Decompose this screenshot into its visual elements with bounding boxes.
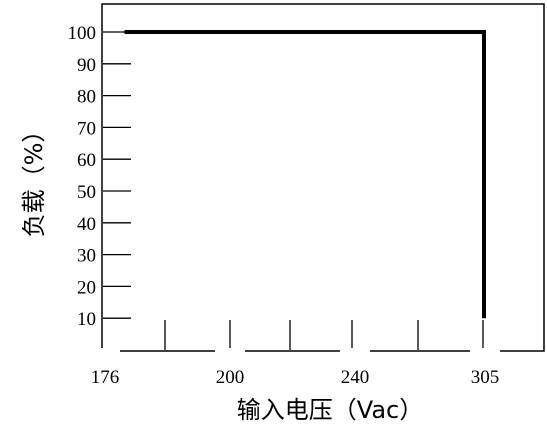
x-tick-label-200: 200: [216, 367, 245, 388]
plot-frame: [101, 3, 545, 352]
y-axis: 10 20 30 40 50 60 70 80 90 100: [68, 23, 131, 330]
x-tick-label-240: 240: [341, 367, 370, 388]
y-tick-label-70: 70: [77, 118, 96, 139]
series-layer: [124, 30, 486, 319]
y-tick-label-90: 90: [77, 55, 96, 76]
x-tick-gap-240: [340, 348, 370, 354]
x-axis: 176 200 240 305: [90, 320, 500, 388]
x-axis-label: 输入电压（Vac）: [237, 396, 423, 424]
y-tick-label-50: 50: [77, 182, 96, 203]
y-tick-label-100: 100: [68, 23, 97, 44]
series-line-0: [124, 30, 486, 319]
x-tick-gap-200: [215, 348, 245, 354]
x-tick-label-305: 305: [471, 367, 500, 388]
x-tick-label-176: 176: [91, 367, 120, 388]
y-tick-label-30: 30: [77, 246, 96, 267]
y-tick-label-60: 60: [77, 150, 96, 171]
x-tick-gap-305: [470, 348, 500, 354]
y-tick-label-20: 20: [77, 277, 96, 298]
y-tick-label-10: 10: [77, 309, 96, 330]
y-tick-label-40: 40: [77, 214, 96, 235]
x-tick-gap-176: [90, 348, 120, 354]
y-tick-label-80: 80: [77, 87, 96, 108]
y-axis-label: 负载（%）: [20, 119, 48, 238]
